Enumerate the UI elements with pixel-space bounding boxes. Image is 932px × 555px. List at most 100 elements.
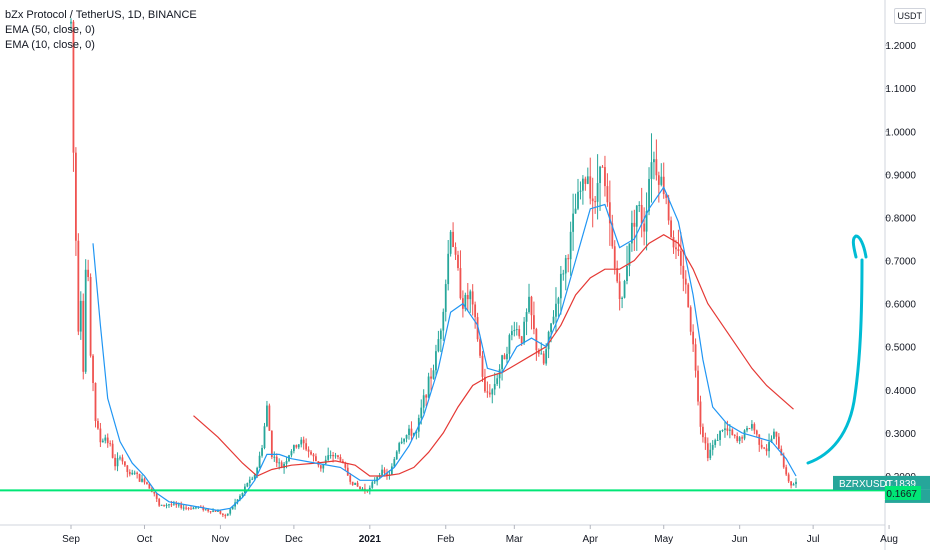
candle-body <box>777 436 780 449</box>
candle-body <box>567 258 570 260</box>
candle-body <box>148 483 151 489</box>
candle-body <box>645 211 648 232</box>
candle-body <box>790 481 792 486</box>
candle-body <box>574 208 577 214</box>
candle-body <box>405 434 408 439</box>
candle-body <box>741 437 744 439</box>
candle-body <box>410 428 413 436</box>
candle-body <box>520 336 523 344</box>
x-tick-label: Apr <box>582 534 598 545</box>
candle-body <box>165 504 168 506</box>
candle-body <box>104 437 107 441</box>
candle-body <box>787 474 790 482</box>
candle-body <box>177 504 180 506</box>
candle-body <box>667 197 670 221</box>
candle-body <box>714 440 717 445</box>
candle-body <box>305 443 308 450</box>
candle-body <box>114 457 116 467</box>
candle-body <box>334 455 337 457</box>
candle-body <box>643 223 646 232</box>
candle-body <box>219 510 222 514</box>
candle-body <box>540 353 543 355</box>
candle-body <box>351 481 354 485</box>
candle-body <box>207 509 210 512</box>
candle-body <box>185 507 188 509</box>
candle-body <box>447 253 450 285</box>
candle-body <box>312 454 315 457</box>
candle-body <box>457 254 459 269</box>
x-tick-label: May <box>654 534 673 545</box>
candle-body <box>589 176 592 199</box>
y-tick-label: 0.7000 <box>885 257 916 268</box>
candle-body <box>508 335 511 354</box>
candle-body <box>415 431 418 433</box>
candle-body <box>572 213 575 232</box>
candle-body <box>413 432 415 436</box>
candle-body <box>650 162 653 179</box>
x-tick-label: Sep <box>62 534 80 545</box>
candle-body <box>726 428 729 431</box>
candle-body <box>172 503 175 505</box>
candles <box>70 18 797 519</box>
candle-body <box>79 300 82 332</box>
candle-body <box>684 278 687 285</box>
ema50-legend: EMA (50, close, 0) <box>5 24 95 36</box>
candle-body <box>84 269 87 372</box>
candle-body <box>633 222 636 227</box>
candle-body <box>559 273 562 299</box>
candle-body <box>569 231 572 260</box>
candle-body <box>170 504 173 506</box>
candle-body <box>280 462 283 468</box>
candle-body <box>386 472 388 476</box>
candle-body <box>131 472 134 475</box>
candle-body <box>672 237 675 248</box>
candle-body <box>275 456 278 463</box>
candle-body <box>452 231 454 248</box>
candle-body <box>488 392 491 395</box>
candle-body <box>226 513 229 516</box>
candle-body <box>594 201 597 203</box>
candle-body <box>471 291 474 305</box>
candle-body <box>195 507 197 509</box>
candle-body <box>420 407 423 418</box>
candle-body <box>699 401 702 427</box>
candle-body <box>175 503 178 505</box>
candle-body <box>476 317 479 340</box>
candle-body <box>586 176 589 184</box>
candle-body <box>180 504 183 508</box>
support-price-box <box>885 486 921 500</box>
candle-body <box>711 444 714 450</box>
candle-body <box>481 355 484 377</box>
candle-body <box>101 440 104 443</box>
candle-body <box>74 152 77 241</box>
candle-body <box>290 451 293 456</box>
candle-body <box>653 159 655 163</box>
candle-body <box>719 430 721 440</box>
candle-body <box>356 482 359 487</box>
candle-body <box>295 445 298 448</box>
candle-body <box>168 504 170 506</box>
candle-body <box>562 273 565 275</box>
support-price-label: 0.1667 <box>885 486 921 500</box>
candle-body <box>528 296 530 313</box>
candle-body <box>297 444 300 448</box>
y-tick-label: 0.8000 <box>885 213 916 224</box>
candle-body <box>596 183 599 202</box>
candle-body <box>608 202 611 224</box>
x-tick-label: Dec <box>285 534 303 545</box>
y-tick-label: 1.1000 <box>885 84 916 95</box>
candle-body <box>728 429 731 431</box>
candle-body <box>268 405 271 431</box>
candle-body <box>327 455 330 460</box>
candle-body <box>241 492 244 496</box>
candle-body <box>310 451 312 455</box>
candle-body <box>121 457 124 462</box>
candle-body <box>329 455 332 457</box>
candle-body <box>408 428 410 435</box>
candle-body <box>630 222 633 244</box>
candle-body <box>302 439 305 444</box>
currency-selector[interactable]: USDT <box>893 8 926 24</box>
candle-body <box>763 447 766 449</box>
